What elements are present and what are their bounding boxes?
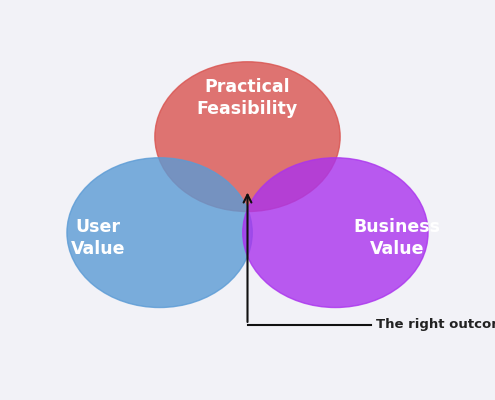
Text: Business
Value: Business Value: [354, 218, 441, 258]
Circle shape: [243, 158, 428, 308]
Text: The right outcome: The right outcome: [376, 318, 495, 331]
Circle shape: [155, 62, 340, 212]
Text: User
Value: User Value: [71, 218, 125, 258]
Text: Practical
Feasibility: Practical Feasibility: [197, 78, 298, 118]
Circle shape: [67, 158, 252, 308]
